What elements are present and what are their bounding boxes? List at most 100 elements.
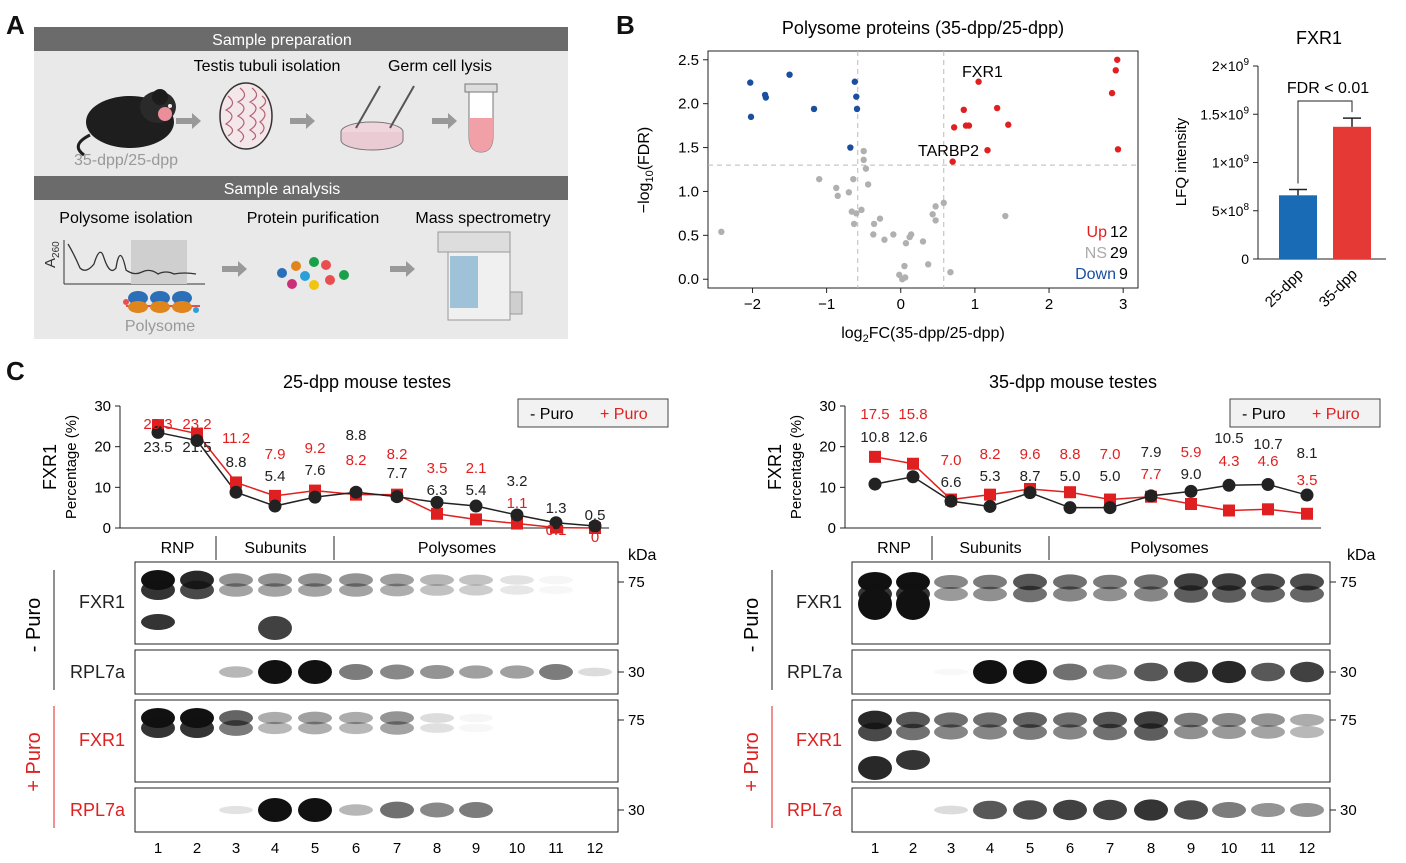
lane-number: 1 <box>154 840 162 857</box>
blot-band <box>539 586 573 594</box>
lane-number: 9 <box>1187 840 1195 857</box>
polysome-ribosomes-icon <box>123 291 200 313</box>
blot-band <box>1134 586 1168 602</box>
volcano-point-up <box>1112 67 1119 74</box>
bar-ylabel: LFQ intensity <box>1173 117 1190 206</box>
blot-band <box>459 802 493 818</box>
volcano-point-up <box>1114 56 1121 63</box>
bar-category-label: 25-dpp <box>1262 266 1307 311</box>
volcano-title: Polysome proteins (35-dpp/25-dpp) <box>782 18 1064 38</box>
line-label-minus: 8.8 <box>346 427 367 444</box>
line-minus-puro-marker <box>1023 486 1037 500</box>
blot-band <box>500 665 534 679</box>
lane-number: 12 <box>1299 840 1316 857</box>
bar-ytick-label-base: 0 <box>1241 251 1249 267</box>
line-plus-puro-marker <box>984 488 996 501</box>
line-label-minus: 10.5 <box>1214 430 1243 447</box>
analysis-step-2: Protein purification <box>247 210 380 227</box>
line-minus-puro <box>157 431 596 527</box>
bar-ytick-label: 0 <box>1241 251 1249 267</box>
line-label-plus: 8.2 <box>980 446 1001 463</box>
line-minus-puro-marker <box>190 434 204 448</box>
bar-significance-bracket <box>1297 100 1353 184</box>
blot-band <box>339 583 373 597</box>
volcano-point-up <box>975 78 982 85</box>
prep-step-1: Testis tubuli isolation <box>194 58 341 75</box>
blot-band <box>934 587 968 601</box>
fraction-rnp: RNP <box>161 540 195 557</box>
blot-band <box>500 575 534 585</box>
blot-band <box>1251 573 1285 591</box>
line-ytick-label: 10 <box>819 479 836 496</box>
kda-marker: 75 <box>1340 574 1357 591</box>
volcano-point-down <box>853 105 861 113</box>
blot-band <box>1174 661 1208 683</box>
volcano-point-ns <box>901 262 908 270</box>
line-ytick-label: 0 <box>103 520 111 537</box>
bar-ytick-label-exp: 9 <box>1243 154 1249 165</box>
line-label-plus: 1.1 <box>507 495 528 512</box>
line-minus-puro-marker <box>1184 484 1198 498</box>
blot-box-fxr1-minus <box>134 561 619 645</box>
legend-ns-label: NS <box>1085 245 1107 262</box>
line-label-minus: 1.3 <box>546 500 567 517</box>
blot-band <box>258 573 292 587</box>
line-label-plus: 4.3 <box>1219 453 1240 470</box>
blot-band <box>380 664 414 680</box>
lane-number: 6 <box>1066 840 1074 857</box>
volcano-point-ns <box>947 269 954 276</box>
blot-band <box>1134 723 1168 741</box>
blot-band <box>298 711 332 725</box>
volcano-point-ns <box>929 211 936 218</box>
blot-band <box>1251 662 1285 682</box>
kda-marker: 30 <box>628 664 645 681</box>
blot-label-rpl: RPL7a <box>70 662 126 682</box>
blot-band <box>1174 585 1208 603</box>
lane-number: 10 <box>1221 840 1238 857</box>
line-label-minus: 5.0 <box>1060 468 1081 485</box>
line-label-minus: 7.9 <box>1141 444 1162 461</box>
volcano-xtick-label: 1 <box>971 296 979 313</box>
line-label-minus: 8.7 <box>1020 468 1041 485</box>
line-ytick-label: 30 <box>819 398 836 415</box>
lane-number: 3 <box>232 840 240 857</box>
volcano-point-up <box>949 158 956 165</box>
blot-band <box>459 724 493 732</box>
blot-band <box>219 720 253 736</box>
lane-number: 9 <box>472 840 480 857</box>
blot-band <box>1290 585 1324 603</box>
line-protein-label: FXR1 <box>765 444 785 490</box>
blot-band <box>141 614 175 630</box>
blot-band <box>1212 802 1246 818</box>
legend-minus-puro: - Puro <box>1242 406 1286 423</box>
volcano-point-ns <box>924 261 932 268</box>
bar-bars: 25-dpp 35-dpp <box>1262 100 1371 311</box>
blot-band <box>420 584 454 596</box>
blot-band <box>1134 574 1168 590</box>
volcano-thresholds <box>708 51 1138 288</box>
blot-box-fxr1-plus <box>851 699 1331 783</box>
line-minus-puro-marker <box>944 494 958 508</box>
blot-box-fxr1-minus <box>851 561 1331 645</box>
bar-25-dpp <box>1279 195 1317 259</box>
line-ytick-label: 20 <box>819 439 836 456</box>
left-title: 25-dpp mouse testes <box>283 372 451 392</box>
line-label-plus: 0.1 <box>546 522 567 539</box>
fraction-polysomes: Polysomes <box>1130 540 1208 557</box>
polysome-trace-icon <box>63 240 205 285</box>
kda-marker: 30 <box>1340 802 1357 819</box>
volcano-ylabel: −log10(FDR) <box>636 127 656 214</box>
lane-number: 4 <box>271 840 279 857</box>
blot-box-fxr1-plus <box>134 699 619 783</box>
blot-band <box>1174 724 1208 740</box>
volcano-point-ns <box>907 231 915 238</box>
blot-band <box>1093 711 1127 729</box>
volcano-point-up <box>1108 89 1116 97</box>
arrow-icon <box>222 261 415 277</box>
line-label-minus: 5.3 <box>980 468 1001 485</box>
volcano-point-ns <box>860 147 867 155</box>
legend-plus-puro: + Puro <box>600 406 648 423</box>
volcano-point-up <box>965 122 973 129</box>
line-label-plus: 5.9 <box>1181 444 1202 461</box>
line-label-plus: 9.2 <box>305 440 326 457</box>
